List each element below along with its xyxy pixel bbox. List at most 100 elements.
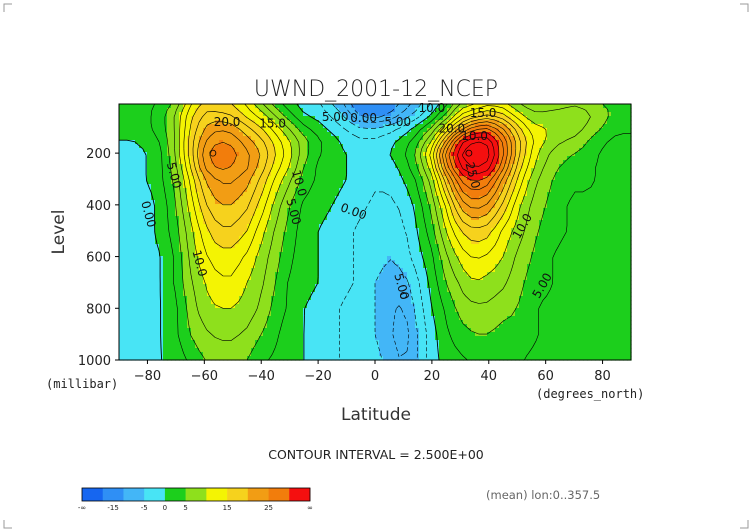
field-cell bbox=[483, 124, 488, 129]
field-cell bbox=[355, 220, 360, 225]
field-cell bbox=[595, 116, 600, 121]
field-cell bbox=[199, 136, 204, 141]
field-cell bbox=[375, 124, 380, 129]
field-cell bbox=[415, 168, 420, 173]
field-cell bbox=[363, 164, 368, 169]
field-cell bbox=[563, 148, 568, 153]
field-cell bbox=[567, 156, 572, 161]
field-cell bbox=[551, 116, 556, 121]
field-cell bbox=[447, 164, 452, 169]
field-cell bbox=[547, 136, 552, 141]
field-cell bbox=[351, 124, 356, 129]
field-cell bbox=[383, 208, 388, 213]
field-cell bbox=[467, 128, 472, 133]
field-cell bbox=[227, 104, 232, 109]
field-cell bbox=[423, 192, 428, 197]
field-cell bbox=[595, 256, 600, 261]
field-cell bbox=[303, 128, 308, 133]
field-cell bbox=[519, 224, 524, 229]
field-cell bbox=[359, 132, 364, 137]
field-cell bbox=[179, 196, 184, 201]
field-cell bbox=[199, 120, 204, 125]
field-cell bbox=[563, 256, 568, 261]
field-cell bbox=[499, 128, 504, 133]
field-cell bbox=[371, 148, 376, 153]
field-cell bbox=[479, 116, 484, 121]
field-cell bbox=[295, 216, 300, 221]
field-cell bbox=[159, 120, 164, 125]
field-cell bbox=[311, 208, 316, 213]
field-cell bbox=[287, 136, 292, 141]
field-cell bbox=[623, 232, 628, 237]
field-cell bbox=[187, 128, 192, 133]
field-cell bbox=[403, 104, 408, 109]
field-cell bbox=[175, 156, 180, 161]
field-cell bbox=[379, 168, 384, 173]
field-cell bbox=[175, 236, 180, 241]
field-cell bbox=[131, 244, 136, 249]
field-cell bbox=[439, 224, 444, 229]
field-cell bbox=[607, 172, 612, 177]
field-cell bbox=[167, 192, 172, 197]
field-cell bbox=[319, 248, 324, 253]
field-cell bbox=[519, 132, 524, 137]
field-cell bbox=[423, 148, 428, 153]
field-cell bbox=[483, 204, 488, 209]
field-cell bbox=[479, 176, 484, 181]
field-cell bbox=[431, 124, 436, 129]
field-cell bbox=[419, 168, 424, 173]
field-cell bbox=[175, 212, 180, 217]
field-cell bbox=[627, 188, 632, 193]
field-cell bbox=[215, 196, 220, 201]
field-cell bbox=[243, 208, 248, 213]
field-cell bbox=[327, 196, 332, 201]
field-cell bbox=[163, 196, 168, 201]
field-cell bbox=[343, 176, 348, 181]
field-cell bbox=[207, 188, 212, 193]
field-cell bbox=[327, 248, 332, 253]
field-cell bbox=[479, 156, 484, 161]
field-cell bbox=[263, 184, 268, 189]
field-cell bbox=[523, 160, 528, 165]
field-cell bbox=[495, 148, 500, 153]
field-cell bbox=[307, 212, 312, 217]
field-cell bbox=[211, 152, 216, 157]
field-cell bbox=[627, 160, 632, 165]
field-cell bbox=[135, 184, 140, 189]
field-cell bbox=[263, 196, 268, 201]
field-cell bbox=[439, 228, 444, 233]
field-cell bbox=[475, 112, 480, 117]
field-cell bbox=[547, 224, 552, 229]
field-cell bbox=[343, 144, 348, 149]
field-cell bbox=[463, 204, 468, 209]
field-cell bbox=[523, 204, 528, 209]
field-cell bbox=[195, 228, 200, 233]
field-cell bbox=[339, 200, 344, 205]
field-cell bbox=[407, 256, 412, 261]
field-cell bbox=[415, 144, 420, 149]
field-cell bbox=[239, 156, 244, 161]
field-cell bbox=[139, 168, 144, 173]
field-cell bbox=[407, 200, 412, 205]
field-cell bbox=[351, 104, 356, 109]
field-cell bbox=[503, 136, 508, 141]
field-cell bbox=[139, 144, 144, 149]
field-cell bbox=[179, 256, 184, 261]
field-cell bbox=[331, 208, 336, 213]
field-cell bbox=[615, 208, 620, 213]
field-cell bbox=[371, 164, 376, 169]
field-cell bbox=[491, 240, 496, 245]
field-cell bbox=[147, 228, 152, 233]
field-cell bbox=[403, 256, 408, 261]
field-cell bbox=[247, 196, 252, 201]
field-cell bbox=[499, 220, 504, 225]
field-cell bbox=[427, 184, 432, 189]
field-cell bbox=[475, 184, 480, 189]
field-cell bbox=[295, 212, 300, 217]
field-cell bbox=[223, 132, 228, 137]
field-cell bbox=[567, 168, 572, 173]
field-cell bbox=[619, 128, 624, 133]
field-cell bbox=[567, 184, 572, 189]
field-cell bbox=[123, 108, 128, 113]
field-cell bbox=[603, 160, 608, 165]
